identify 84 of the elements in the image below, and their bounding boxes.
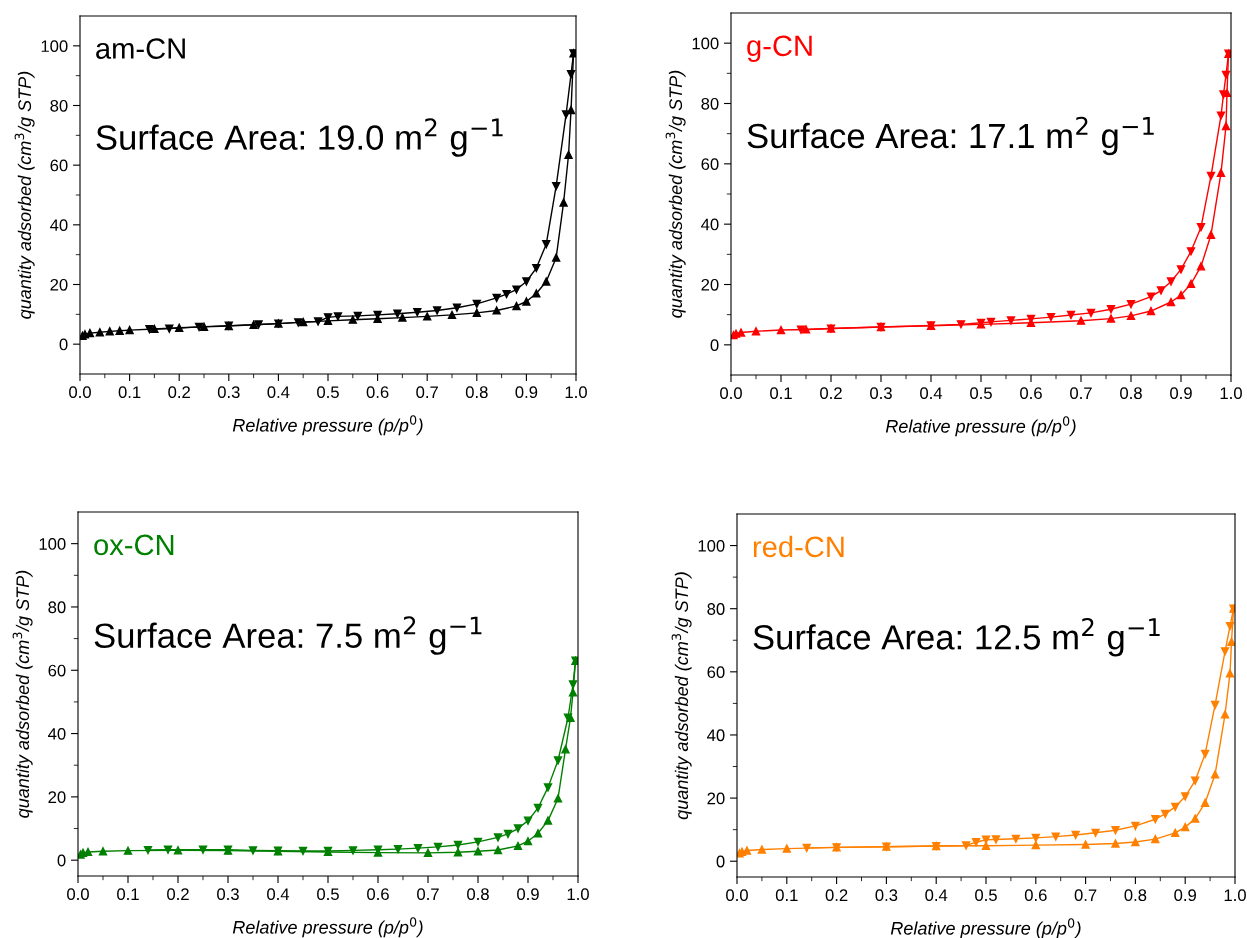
- x-tick-label: 0.4: [267, 386, 290, 399]
- x-tick-label: 0.1: [118, 386, 141, 399]
- x-tick-label: 0.6: [1024, 889, 1047, 902]
- y-axis-title: quantity adsorbed (cm$^{3}$/g STP): [14, 71, 35, 319]
- x-tick-label: 0.9: [515, 386, 538, 399]
- y-tick-label: 60: [50, 159, 68, 172]
- x-tick-label: 0.7: [1070, 387, 1092, 400]
- y-tick-label: 60: [701, 158, 719, 171]
- x-tick-label: 0.8: [465, 386, 488, 399]
- x-tick-label: 0.1: [117, 888, 139, 901]
- x-tick-label: 0.9: [517, 888, 539, 901]
- y-axis-title: quantity adsorbed (cm$^{3}$/g STP): [665, 70, 686, 318]
- text: ox-CN: [94, 534, 174, 556]
- x-tick-label: 0.6: [366, 386, 389, 399]
- x-axis-title: Relative pressure (p/p$^{0}$): [232, 917, 423, 938]
- x-tick-label: 1.0: [567, 888, 589, 901]
- x-tick-label: 0.4: [920, 387, 943, 400]
- y-tick-label: 20: [707, 792, 725, 805]
- x-tick-label: 0.2: [820, 387, 842, 400]
- y-tick-label: 60: [48, 664, 66, 677]
- x-tick-label: 0.5: [317, 386, 339, 399]
- x-tick-label: 0.0: [67, 888, 89, 901]
- y-tick-label: 80: [50, 99, 68, 112]
- x-tick-label: 0.7: [416, 386, 438, 399]
- y-tick-label: 100: [692, 37, 719, 50]
- y-tick-label: 40: [707, 729, 725, 742]
- y-tick-label: 0: [59, 338, 68, 351]
- x-tick-label: 0.0: [69, 386, 91, 399]
- x-tick-label: 0.5: [317, 888, 339, 901]
- annotation: Surface Area: 17.1 m$^{2}$ g$^{−1}$: [747, 116, 1154, 156]
- x-tick-label: 0.5: [970, 387, 992, 400]
- text: g-CN: [747, 35, 812, 62]
- y-tick-label: 60: [707, 666, 725, 679]
- x-tick-label: 0.9: [1174, 889, 1196, 902]
- x-tick-label: 0.2: [168, 386, 190, 399]
- x-tick-label: 1.0: [1220, 387, 1242, 400]
- x-tick-label: 0.3: [217, 888, 239, 901]
- x-tick-label: 0.4: [267, 888, 290, 901]
- y-tick-label: 0: [57, 854, 66, 867]
- x-tick-label: 0.3: [217, 386, 240, 399]
- x-axis-title: Relative pressure (p/p$^{0}$): [885, 416, 1076, 437]
- x-tick-label: 0.1: [770, 387, 792, 400]
- x-tick-label: 0.4: [925, 889, 948, 902]
- y-axis-title: quantity adsorbed (cm$^{3}$/g STP): [671, 572, 692, 820]
- text: am-CN: [96, 38, 185, 59]
- x-tick-label: 1.0: [1224, 889, 1246, 902]
- y-tick-label: 80: [701, 97, 719, 110]
- y-tick-label: 100: [41, 40, 68, 53]
- x-axis-title: Relative pressure (p/p$^{0}$): [232, 415, 423, 436]
- x-tick-label: 0.7: [417, 888, 439, 901]
- annotation: Surface Area: 12.5 m$^{2}$ g$^{−1}$: [753, 617, 1160, 657]
- x-tick-label: 0.2: [167, 888, 189, 901]
- y-tick-label: 40: [48, 727, 66, 740]
- x-tick-label: 0.8: [1120, 387, 1142, 400]
- y-axis-title: quantity adsorbed (cm$^{3}$/g STP): [12, 570, 33, 818]
- x-tick-label: 0.6: [1020, 387, 1042, 400]
- x-tick-label: 0.7: [1074, 889, 1097, 902]
- y-tick-label: 20: [701, 278, 719, 291]
- y-tick-label: 40: [701, 218, 719, 231]
- x-tick-label: 0.6: [367, 888, 389, 901]
- x-tick-label: 0.3: [875, 889, 898, 902]
- y-tick-label: 100: [39, 538, 66, 550]
- y-tick-label: 20: [48, 791, 66, 804]
- x-tick-label: 0.1: [775, 889, 798, 902]
- x-tick-label: 1.0: [565, 386, 587, 399]
- y-tick-label: 100: [698, 539, 725, 552]
- x-tick-label: 0.9: [1170, 387, 1192, 400]
- y-tick-label: 40: [50, 219, 68, 232]
- x-tick-label: 0.8: [467, 888, 489, 901]
- annotation: Surface Area: 7.5 m$^{2}$ g$^{−1}$: [94, 616, 482, 655]
- text: red-CN: [753, 535, 844, 558]
- y-tick-label: 80: [707, 603, 725, 615]
- y-tick-label: 80: [48, 601, 66, 614]
- x-axis-title: Relative pressure (p/p$^{0}$): [890, 918, 1081, 938]
- y-tick-label: 20: [50, 278, 68, 291]
- x-tick-label: 0.8: [1124, 889, 1147, 902]
- x-tick-label: 0.0: [726, 889, 748, 902]
- y-tick-label: 0: [716, 855, 725, 868]
- x-tick-label: 0.3: [870, 387, 892, 400]
- annotation: Surface Area: 19.0 m$^{2}$ g$^{−1}$: [96, 118, 503, 157]
- x-tick-label: 0.0: [720, 387, 742, 400]
- y-tick-label: 0: [710, 339, 719, 352]
- x-tick-label: 0.5: [975, 889, 997, 902]
- x-tick-label: 0.2: [825, 889, 848, 902]
